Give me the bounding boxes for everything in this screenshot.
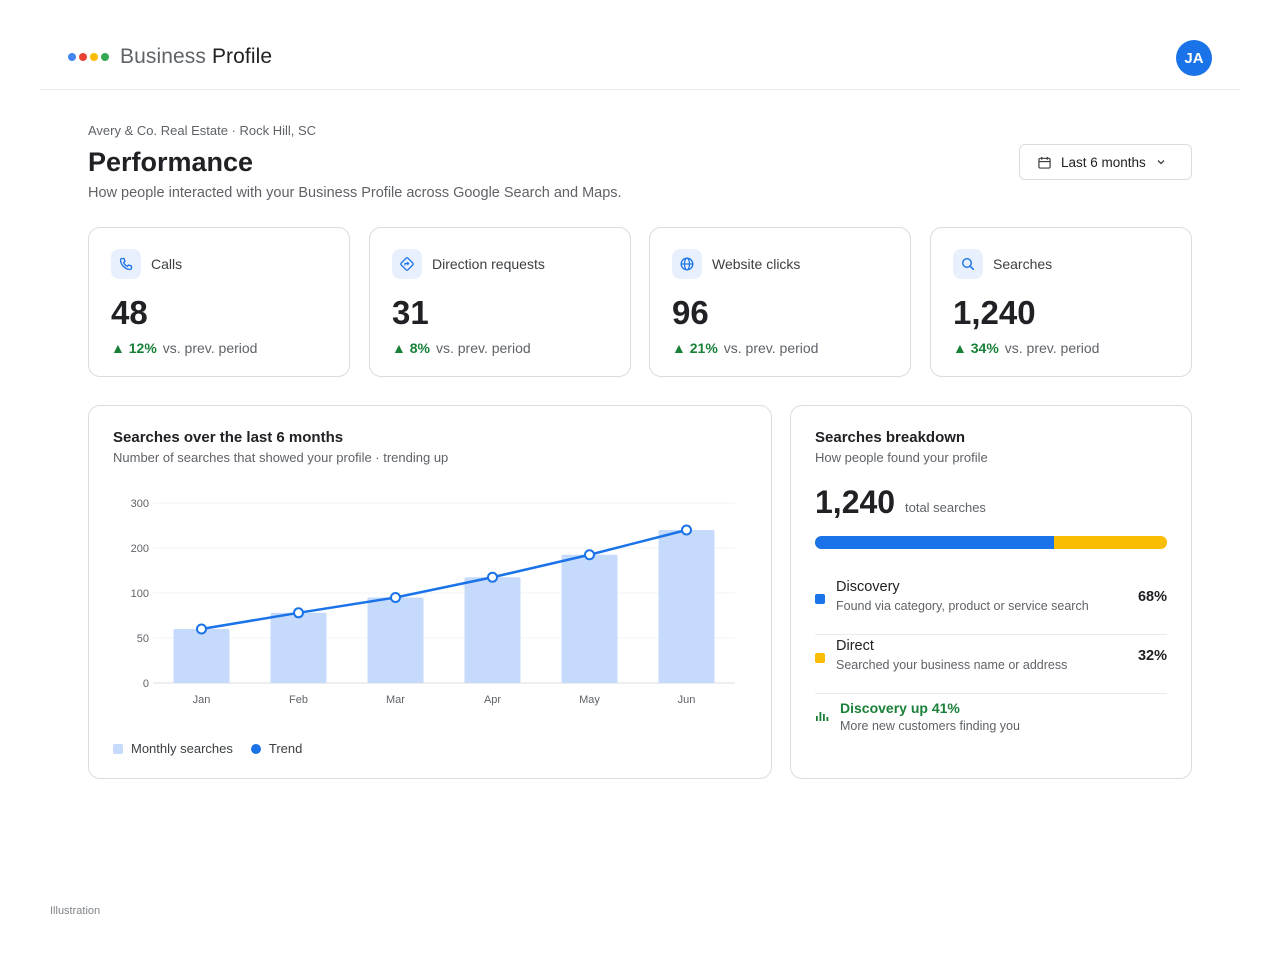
bar-chart-icon: [816, 712, 829, 721]
source-swatch: [815, 594, 825, 604]
page-title: Performance: [88, 147, 254, 177]
bar: [464, 577, 521, 683]
delta-up-value: ▲ 34%: [953, 340, 999, 356]
stat-card-website[interactable]: Website clicks 96 ▲ 21% vs. prev. period: [649, 227, 911, 377]
legend-label: Trend: [268, 741, 303, 756]
bar: [173, 629, 230, 683]
trend-point: [196, 623, 207, 635]
y-tick-label: 100: [131, 588, 149, 600]
stat-value: 48: [111, 294, 148, 331]
legend-item-trend: Trend: [250, 741, 303, 756]
directions-icon: [392, 249, 422, 279]
app-title-light: Business: [120, 45, 207, 68]
source-name: Discovery: [836, 579, 900, 595]
source-percent: 68%: [1137, 589, 1167, 605]
globe-icon: [672, 249, 702, 279]
phone-icon: [111, 249, 141, 279]
total-searches-label: total searches: [905, 500, 986, 515]
stat-label: Searches: [993, 256, 1053, 272]
legend-item-bars: Monthly searches: [113, 741, 233, 756]
share-bar: [815, 536, 1167, 549]
page-subtitle: How people interacted with your Business…: [88, 185, 622, 201]
trend-point: [681, 524, 692, 536]
top-bar: Business Profile JA: [40, 0, 1240, 90]
y-tick-label: 50: [137, 633, 149, 645]
y-tick-label: 300: [131, 498, 149, 510]
bar: [270, 612, 327, 683]
stat-card-calls[interactable]: Calls 48 ▲ 12% vs. prev. period: [88, 227, 350, 377]
footnote: Illustration: [50, 905, 101, 917]
date-range-label: Last 6 months: [1061, 154, 1146, 170]
stat-value: 1,240: [953, 294, 1036, 331]
stat-card-directions[interactable]: Direction requests 31 ▲ 8% vs. prev. peri…: [369, 227, 631, 377]
bar: [658, 530, 715, 683]
breakdown-title: Searches breakdown: [815, 429, 966, 446]
chart-subtitle: Number of searches that showed your prof…: [113, 450, 449, 465]
delta-up-value: ▲ 8%: [392, 340, 430, 356]
insight-title: Discovery up 41%: [840, 700, 960, 716]
source-desc: Found via category, product or service s…: [836, 599, 1089, 613]
source-name: Direct: [836, 638, 874, 654]
search-icon: [953, 249, 983, 279]
chevron-down-icon: [1157, 160, 1165, 165]
total-searches-value: 1,240: [815, 484, 896, 520]
stat-delta: ▲ 8% vs. prev. period: [392, 340, 531, 356]
source-swatch: [815, 653, 825, 663]
legend-swatch-dot: [250, 743, 261, 754]
bar: [561, 554, 618, 683]
stat-delta: ▲ 21% vs. prev. period: [672, 340, 818, 356]
chart-title: Searches over the last 6 months: [113, 429, 344, 446]
delta-up-value: ▲ 12%: [111, 340, 157, 356]
bar: [367, 597, 424, 683]
x-tick-label: Jan: [193, 694, 211, 706]
delta-note: vs. prev. period: [723, 340, 819, 356]
source-row-discovery: Discovery Found via category, product or…: [815, 576, 1167, 635]
stat-label: Direction requests: [432, 256, 545, 272]
delta-note: vs. prev. period: [162, 340, 258, 356]
delta-note: vs. prev. period: [1004, 340, 1100, 356]
delta-up-value: ▲ 21%: [672, 340, 718, 356]
stat-value: 31: [392, 294, 429, 331]
date-range-button[interactable]: Last 6 months: [1019, 144, 1192, 180]
delta-note: vs. prev. period: [435, 340, 531, 356]
searches-chart-panel: Searches over the last 6 months Number o…: [88, 405, 772, 779]
trend-point: [390, 592, 401, 603]
stat-card-searches[interactable]: Searches 1,240 ▲ 34% vs. prev. period: [930, 227, 1192, 377]
trend-point: [293, 607, 304, 619]
avatar[interactable]: JA: [1176, 40, 1212, 76]
source-percent: 32%: [1137, 648, 1167, 664]
legend-swatch-bar: [113, 743, 123, 754]
stat-label: Website clicks: [712, 256, 801, 272]
y-tick-label: 0: [143, 678, 149, 690]
trend-point: [584, 549, 595, 561]
app-title: Business Profile: [120, 45, 272, 69]
breakdown-panel: Searches breakdown How people found your…: [790, 405, 1192, 779]
stat-value: 96: [672, 294, 709, 331]
breadcrumb: Avery & Co. Real Estate · Rock Hill, SC: [88, 123, 317, 138]
searches-chart: 0 50 100 200 300 Jan Feb Mar Apr May Jun: [131, 498, 735, 706]
source-desc: Searched your business name or address: [836, 658, 1068, 672]
trend-point: [487, 571, 498, 583]
breakdown-subtitle: How people found your profile: [815, 450, 988, 465]
x-tick-label: Apr: [484, 694, 501, 706]
stat-delta: ▲ 12% vs. prev. period: [111, 340, 257, 356]
calendar-icon: [1038, 156, 1051, 169]
x-tick-label: Feb: [289, 694, 308, 706]
x-tick-label: Jun: [678, 694, 696, 706]
x-tick-label: May: [579, 694, 600, 706]
trend-line: [201, 528, 687, 631]
y-tick-label: 200: [131, 543, 149, 555]
google-logo-icon: [68, 53, 109, 61]
stat-label: Calls: [151, 256, 183, 272]
app-title-bold: Profile: [211, 45, 273, 68]
source-row-direct: Direct Searched your business name or ad…: [815, 635, 1167, 694]
legend-label: Monthly searches: [131, 741, 233, 756]
share-bar-direct: [1054, 536, 1167, 549]
insight-text: More new customers finding you: [840, 719, 1020, 733]
stat-delta: ▲ 34% vs. prev. period: [953, 340, 1099, 356]
chart-legend: Monthly searches Trend: [113, 741, 302, 756]
x-tick-label: Mar: [386, 694, 405, 706]
share-bar-discovery: [815, 536, 1055, 549]
